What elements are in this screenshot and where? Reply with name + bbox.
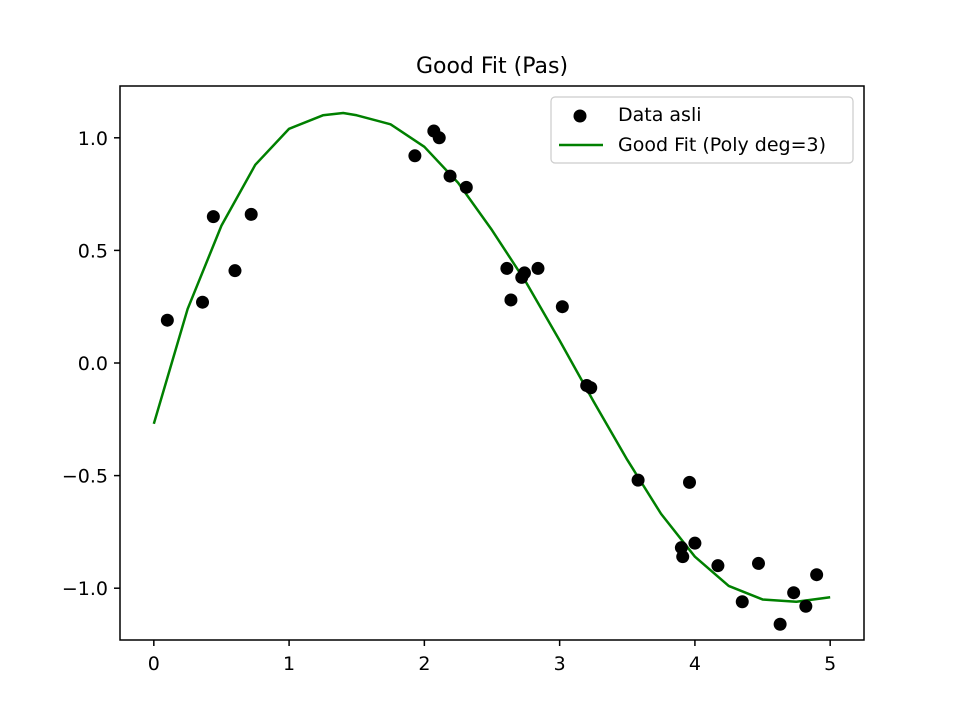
data-point <box>160 313 174 327</box>
data-point <box>799 599 813 613</box>
x-tick-label: 5 <box>824 653 836 675</box>
y-tick-label: 0.5 <box>78 240 108 262</box>
data-point <box>676 550 690 564</box>
y-tick-label: 0.0 <box>78 353 108 375</box>
y-tick-label: 1.0 <box>78 128 108 150</box>
x-tick-label: 1 <box>283 653 295 675</box>
data-point <box>751 556 765 570</box>
data-point <box>408 149 422 163</box>
data-point <box>810 568 824 582</box>
data-point <box>443 169 457 183</box>
data-point <box>688 536 702 550</box>
data-point <box>787 586 801 600</box>
y-axis: −1.0 −0.5 0.0 0.5 1.0 <box>62 128 120 600</box>
y-tick-label: −0.5 <box>62 466 108 488</box>
data-point <box>517 266 531 280</box>
fit-curve-layer <box>152 111 831 603</box>
x-tick-label: 0 <box>148 653 160 675</box>
data-point <box>735 595 749 609</box>
legend-label-fit: Good Fit (Poly deg=3) <box>618 134 826 156</box>
data-point <box>459 180 473 194</box>
x-tick-label: 2 <box>418 653 430 675</box>
data-point <box>228 264 242 278</box>
legend-box <box>550 96 854 164</box>
data-points-layer <box>160 124 824 631</box>
fit-curve-line <box>152 111 831 603</box>
data-point <box>206 210 220 224</box>
data-point <box>683 475 696 489</box>
data-point <box>244 207 258 221</box>
x-tick-label: 4 <box>689 653 701 675</box>
legend-label-data: Data asli <box>618 104 702 126</box>
plot-frame <box>119 85 865 641</box>
data-point <box>196 295 210 309</box>
data-point <box>631 473 645 487</box>
x-axis: 0 1 2 3 4 5 <box>148 640 836 675</box>
data-point <box>773 617 787 631</box>
data-point <box>500 261 514 275</box>
data-point <box>711 559 725 573</box>
data-point <box>531 261 545 275</box>
legend: Data asli Good Fit (Poly deg=3) <box>550 96 854 164</box>
legend-marker-data <box>573 109 587 123</box>
data-point <box>584 381 598 395</box>
x-tick-label: 3 <box>554 653 566 675</box>
data-point <box>504 293 518 307</box>
data-point <box>555 300 569 314</box>
y-tick-label: −1.0 <box>62 578 108 600</box>
data-point <box>432 131 446 145</box>
chart-title: Good Fit (Pas) <box>416 54 568 79</box>
